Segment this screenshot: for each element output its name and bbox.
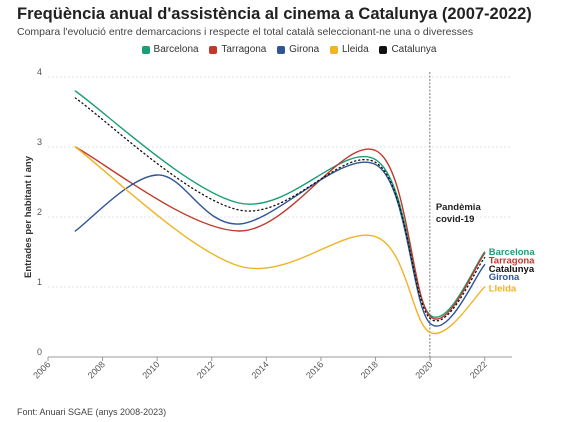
x-tick-label: 2012: [195, 359, 216, 380]
x-tick-label: 2008: [86, 359, 107, 380]
end-label-barcelona: Barcelona: [489, 247, 536, 258]
series-line-tarragona: [74, 146, 486, 320]
chart-subtitle: Compara l'evolució entre demarcacions i …: [17, 26, 474, 38]
grid: [48, 76, 512, 358]
legend-swatch: [277, 45, 286, 54]
legend-item-barcelona[interactable]: Barcelona: [141, 44, 199, 55]
legend-label: Tarragona: [221, 44, 267, 55]
end-label-tarragona: Tarragona: [489, 255, 535, 266]
source-note: Font: Anuari SGAE (anys 2008-2023): [17, 407, 167, 417]
x-tick-label: 2022: [468, 359, 489, 380]
end-label-catalunya: Catalunya: [489, 264, 535, 275]
end-label-lleida: Lleida: [489, 283, 517, 294]
x-tick-label: 2014: [250, 359, 271, 380]
x-tick-label: 2020: [413, 359, 434, 380]
legend-swatch: [329, 45, 338, 54]
x-tick-label: 2016: [304, 359, 325, 380]
y-tick-label: 3: [37, 137, 42, 147]
chart-title: Freqüència anual d'assistència al cinema…: [17, 5, 532, 23]
end-label-girona: Girona: [489, 272, 520, 283]
y-axis-label: Entrades per habitant i any: [23, 155, 34, 278]
legend-swatch: [141, 45, 150, 54]
legend-label: Catalunya: [391, 44, 437, 55]
x-tick-label: 2010: [140, 359, 161, 380]
series-lines: [74, 90, 486, 335]
y-tick-label: 1: [37, 277, 42, 287]
series-line-lleida: [74, 146, 486, 335]
series-line-catalunya: [74, 97, 486, 322]
pandemic-marker: Pandèmia covid-19: [429, 72, 482, 357]
series-line-girona: [74, 161, 486, 327]
legend-swatch: [209, 45, 218, 54]
legend-item-tarragona[interactable]: Tarragona: [209, 44, 266, 55]
y-tick-label: 4: [37, 67, 42, 77]
x-tick-label: 2006: [31, 359, 52, 380]
legend-item-lleida[interactable]: Lleida: [329, 44, 369, 55]
legend-label: Lleida: [341, 44, 369, 55]
y-tick-label: 2: [37, 207, 42, 217]
legend-label: Girona: [289, 44, 320, 55]
legend: Barcelona Tarragona Girona Lleida Catalu…: [0, 44, 578, 57]
legend-item-catalunya[interactable]: Catalunya: [379, 44, 436, 55]
y-tick-label: 0: [37, 347, 42, 357]
legend-item-girona[interactable]: Girona: [277, 44, 319, 55]
series-line-barcelona: [74, 90, 486, 318]
legend-label: Barcelona: [153, 44, 199, 55]
x-tick-label: 2018: [359, 359, 380, 380]
axes: 0 1 2 3 4 2006 2008 2010 2012 2014 2016 2018 2020 202…: [31, 67, 489, 381]
pandemic-label: Pandèmia: [436, 202, 482, 213]
pandemic-label-sub: covid-19: [436, 214, 475, 225]
legend-swatch: [379, 45, 388, 54]
